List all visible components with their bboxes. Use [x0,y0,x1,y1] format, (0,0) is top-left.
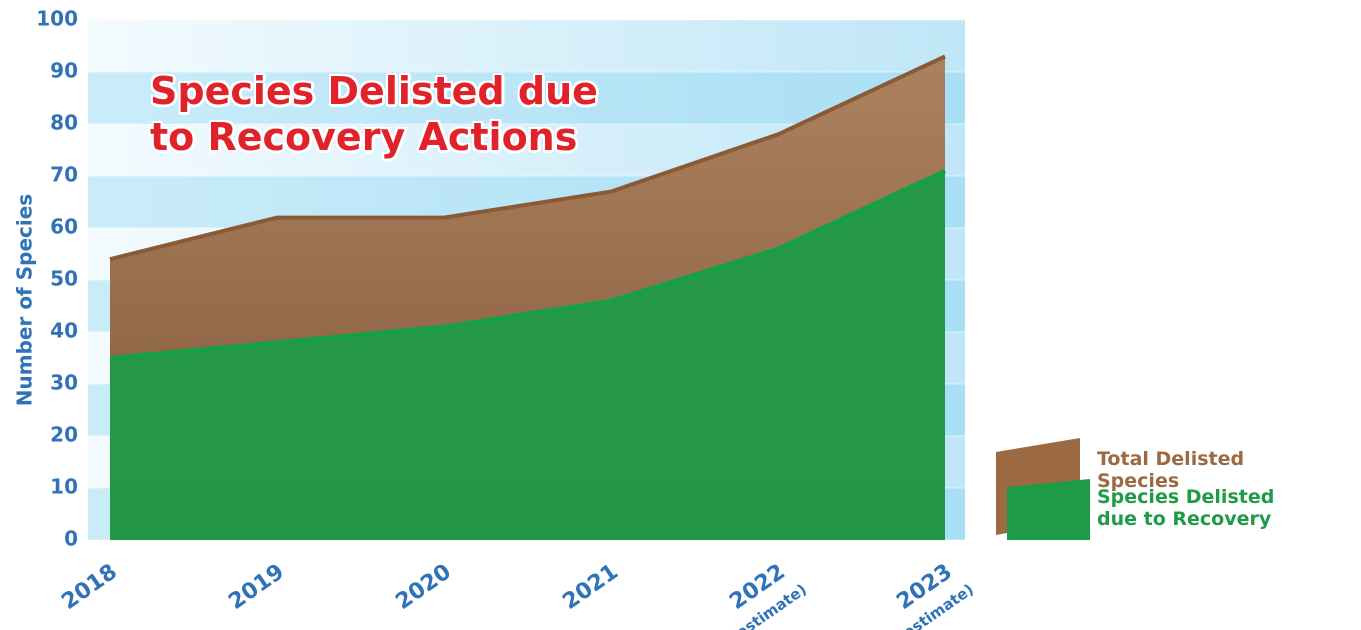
legend-label: Species Delisted due to Recovery [1097,486,1275,530]
y-tick-label: 40 [50,319,78,343]
y-tick-label: 0 [64,527,78,551]
x-tick-label: 2019 [224,559,288,615]
y-tick-label: 90 [50,59,78,83]
y-tick-label: 10 [50,475,78,499]
y-tick-label: 20 [50,423,78,447]
area-edge [109,168,946,360]
y-tick-label: 50 [50,267,78,291]
y-axis-label: Number of Species [13,194,37,406]
area-edge [109,54,946,262]
legend-label: Total Delisted Species [1097,448,1245,492]
y-tick-label: 30 [50,371,78,395]
chart-title: Species Delisted due to Recovery Actions [150,69,598,159]
x-tick-label: 2020 [391,559,455,615]
legend-swatch [1007,479,1090,540]
x-tick-label: 2021 [558,559,622,615]
y-tick-label: 80 [50,111,78,135]
y-tick-label: 100 [36,7,78,31]
x-tick-label: 2018 [57,559,121,615]
y-tick-label: 60 [50,215,78,239]
y-tick-label: 70 [50,163,78,187]
